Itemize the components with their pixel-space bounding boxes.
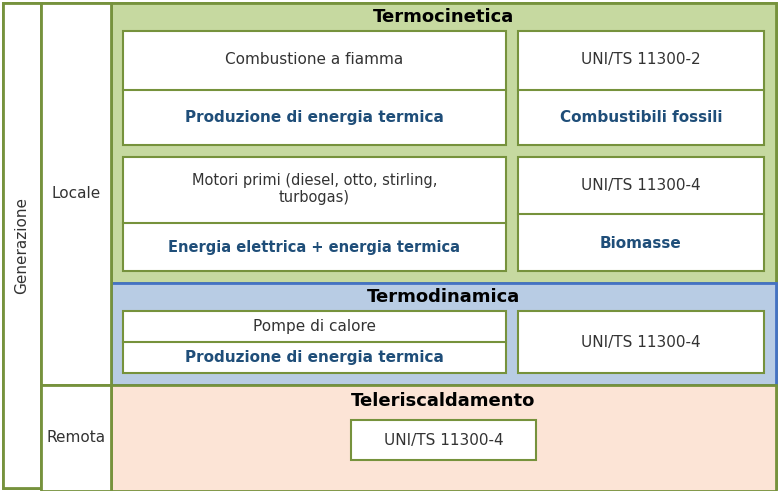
Text: Combustibili fossili: Combustibili fossili xyxy=(560,110,722,125)
Text: Pompe di calore: Pompe di calore xyxy=(253,319,376,334)
FancyBboxPatch shape xyxy=(351,420,536,460)
Text: Teleriscaldamento: Teleriscaldamento xyxy=(351,392,536,410)
FancyBboxPatch shape xyxy=(3,3,41,488)
FancyBboxPatch shape xyxy=(123,31,506,145)
FancyBboxPatch shape xyxy=(41,385,111,491)
Text: UNI/TS 11300-2: UNI/TS 11300-2 xyxy=(581,52,701,67)
Text: Biomasse: Biomasse xyxy=(600,236,682,251)
FancyBboxPatch shape xyxy=(111,3,776,283)
FancyBboxPatch shape xyxy=(518,31,764,145)
Text: Produzione di energia termica: Produzione di energia termica xyxy=(185,350,444,365)
FancyBboxPatch shape xyxy=(123,311,506,373)
FancyBboxPatch shape xyxy=(518,157,764,271)
Text: UNI/TS 11300-4: UNI/TS 11300-4 xyxy=(384,433,503,447)
Text: Termodinamica: Termodinamica xyxy=(367,288,520,306)
FancyBboxPatch shape xyxy=(3,3,776,488)
Text: Combustione a fiamma: Combustione a fiamma xyxy=(225,52,404,67)
Text: Generazione: Generazione xyxy=(15,197,30,294)
FancyBboxPatch shape xyxy=(123,157,506,271)
Text: UNI/TS 11300-4: UNI/TS 11300-4 xyxy=(581,178,701,193)
Text: Termocinetica: Termocinetica xyxy=(373,8,514,26)
Text: Energia elettrica + energia termica: Energia elettrica + energia termica xyxy=(168,240,460,254)
FancyBboxPatch shape xyxy=(111,385,776,491)
Text: Produzione di energia termica: Produzione di energia termica xyxy=(185,110,444,125)
Text: Locale: Locale xyxy=(51,187,100,201)
Text: Remota: Remota xyxy=(47,431,106,445)
FancyBboxPatch shape xyxy=(518,311,764,373)
FancyBboxPatch shape xyxy=(111,283,776,385)
Text: Motori primi (diesel, otto, stirling,
turbogas): Motori primi (diesel, otto, stirling, tu… xyxy=(192,173,437,205)
Text: UNI/TS 11300-4: UNI/TS 11300-4 xyxy=(581,334,701,350)
FancyBboxPatch shape xyxy=(41,3,111,385)
